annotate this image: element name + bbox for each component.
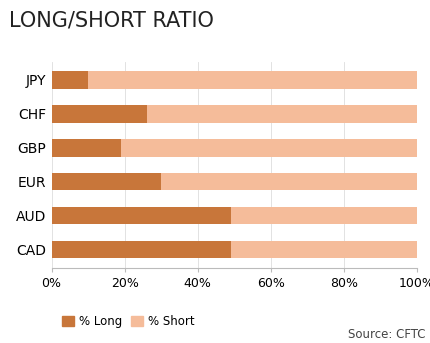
- Bar: [147, 105, 417, 122]
- Text: Source: CFTC: Source: CFTC: [348, 328, 426, 341]
- Bar: [52, 207, 230, 224]
- Bar: [52, 173, 161, 190]
- Bar: [121, 139, 417, 156]
- Bar: [88, 71, 417, 89]
- Legend: % Long, % Short: % Long, % Short: [58, 310, 200, 333]
- Bar: [52, 240, 230, 258]
- Bar: [230, 240, 417, 258]
- Text: LONG/SHORT RATIO: LONG/SHORT RATIO: [9, 10, 213, 30]
- Bar: [161, 173, 417, 190]
- Bar: [52, 71, 88, 89]
- Bar: [52, 105, 147, 122]
- Bar: [52, 139, 121, 156]
- Bar: [230, 207, 417, 224]
